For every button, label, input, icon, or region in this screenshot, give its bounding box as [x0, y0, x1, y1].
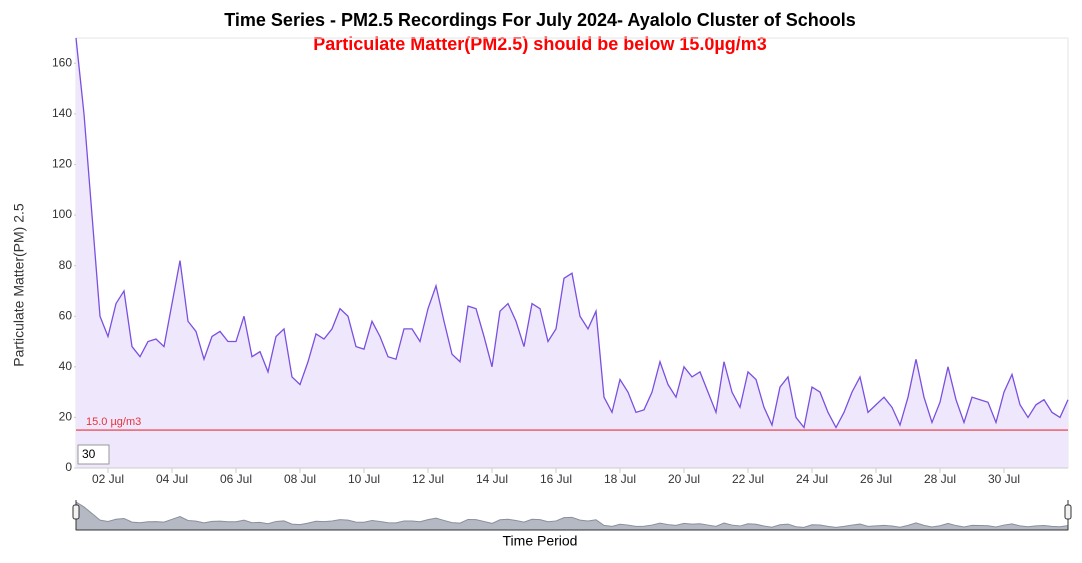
y-tick-label: 100	[52, 207, 72, 221]
y-tick-label: 40	[59, 359, 73, 373]
x-tick-label: 18 Jul	[604, 472, 636, 486]
range-input[interactable]: 30	[82, 447, 96, 461]
y-axis-title: Particulate Matter(PM) 2.5	[11, 203, 27, 367]
threshold-label: 15.0 µg/m3	[86, 416, 141, 428]
range-input-box[interactable]	[77, 444, 110, 465]
y-tick-label: 20	[59, 410, 73, 424]
x-tick-label: 30 Jul	[988, 472, 1020, 486]
x-tick-label: 14 Jul	[476, 472, 508, 486]
x-tick-label: 28 Jul	[924, 472, 956, 486]
y-tick-label: 60	[59, 308, 73, 322]
x-tick-label: 20 Jul	[668, 472, 700, 486]
x-tick-label: 06 Jul	[220, 472, 252, 486]
x-tick-label: 08 Jul	[284, 472, 316, 486]
x-tick-label: 16 Jul	[540, 472, 572, 486]
x-tick-label: 24 Jul	[796, 472, 828, 486]
x-tick-label: 10 Jul	[348, 472, 380, 486]
x-axis-title: Time Period	[503, 533, 578, 549]
x-tick-label: 26 Jul	[860, 472, 892, 486]
y-tick-label: 120	[52, 157, 72, 171]
y-tick-label: 80	[59, 258, 73, 272]
area-fill	[76, 38, 1068, 468]
y-tick-label: 0	[65, 460, 72, 474]
x-tick-label: 22 Jul	[732, 472, 764, 486]
chart-subtitle: Particulate Matter(PM2.5) should be belo…	[313, 34, 766, 54]
navigator-handle[interactable]	[1064, 504, 1072, 520]
line	[75, 37, 1069, 430]
x-tick-label: 12 Jul	[412, 472, 444, 486]
navigator-series	[75, 501, 1069, 531]
x-tick-label: 02 Jul	[92, 472, 124, 486]
y-tick-label: 140	[52, 106, 72, 120]
x-tick-label: 04 Jul	[156, 472, 188, 486]
chart-title: Time Series - PM2.5 Recordings For July …	[224, 10, 856, 30]
navigator-handle[interactable]	[72, 504, 80, 520]
y-tick-label: 160	[52, 55, 72, 69]
